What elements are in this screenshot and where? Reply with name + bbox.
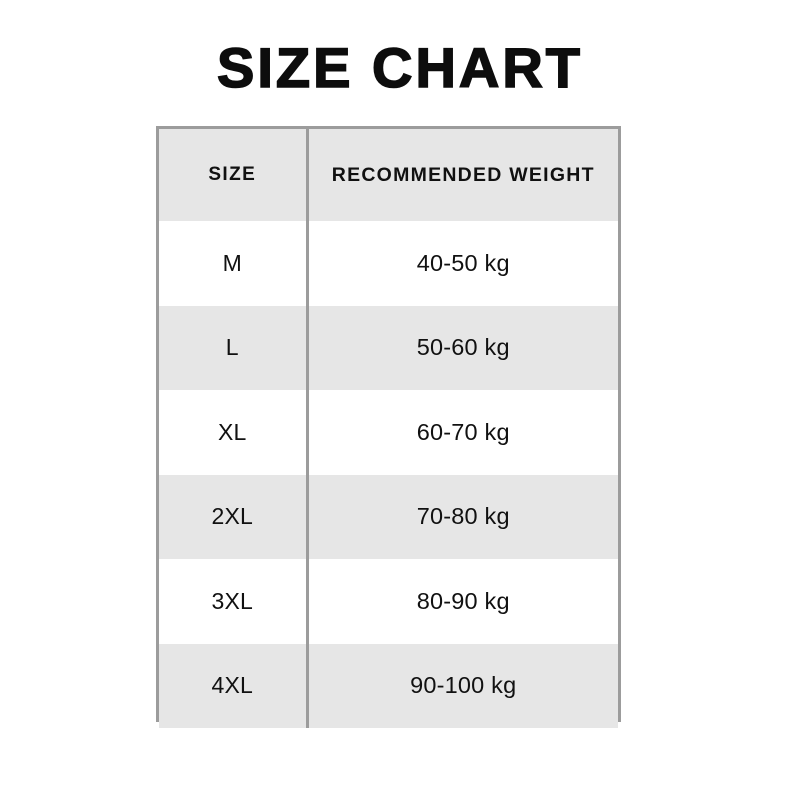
table-row: 3XL 80-90 kg bbox=[159, 559, 618, 644]
cell-weight-value: 80-90 kg bbox=[307, 559, 618, 644]
table-row: M 40-50 kg bbox=[159, 221, 618, 306]
cell-weight-value: 70-80 kg bbox=[307, 474, 618, 559]
table-body: M 40-50 kg L 50-60 kg XL 60-70 kg 2XL 70… bbox=[159, 221, 618, 728]
cell-weight-value: 50-60 kg bbox=[307, 305, 618, 390]
table-row: XL 60-70 kg bbox=[159, 390, 618, 475]
page-title: SIZE CHART bbox=[216, 36, 583, 99]
table-row: 2XL 70-80 kg bbox=[159, 474, 618, 559]
cell-size-value: M bbox=[159, 221, 309, 306]
table-row: 4XL 90-100 kg bbox=[159, 643, 618, 728]
table-header: SIZE RECOMMENDED WEIGHT bbox=[159, 129, 618, 221]
table-header-row: SIZE RECOMMENDED WEIGHT bbox=[159, 129, 618, 221]
cell-weight-value: 90-100 kg bbox=[307, 643, 618, 728]
column-header-size: SIZE bbox=[159, 129, 309, 221]
cell-size-value: XL bbox=[159, 390, 309, 475]
cell-size-value: 3XL bbox=[159, 559, 309, 644]
cell-size-value: 2XL bbox=[159, 474, 309, 559]
size-chart-table: SIZE RECOMMENDED WEIGHT M 40-50 kg L 50-… bbox=[159, 129, 618, 728]
cell-size-value: 4XL bbox=[159, 643, 309, 728]
cell-weight-value: 40-50 kg bbox=[307, 221, 618, 306]
cell-weight-value: 60-70 kg bbox=[307, 390, 618, 475]
size-chart-table-container: SIZE RECOMMENDED WEIGHT M 40-50 kg L 50-… bbox=[156, 126, 621, 728]
cell-size-value: L bbox=[159, 305, 309, 390]
column-header-recommended-weight: RECOMMENDED WEIGHT bbox=[307, 129, 618, 221]
table-row: L 50-60 kg bbox=[159, 305, 618, 390]
